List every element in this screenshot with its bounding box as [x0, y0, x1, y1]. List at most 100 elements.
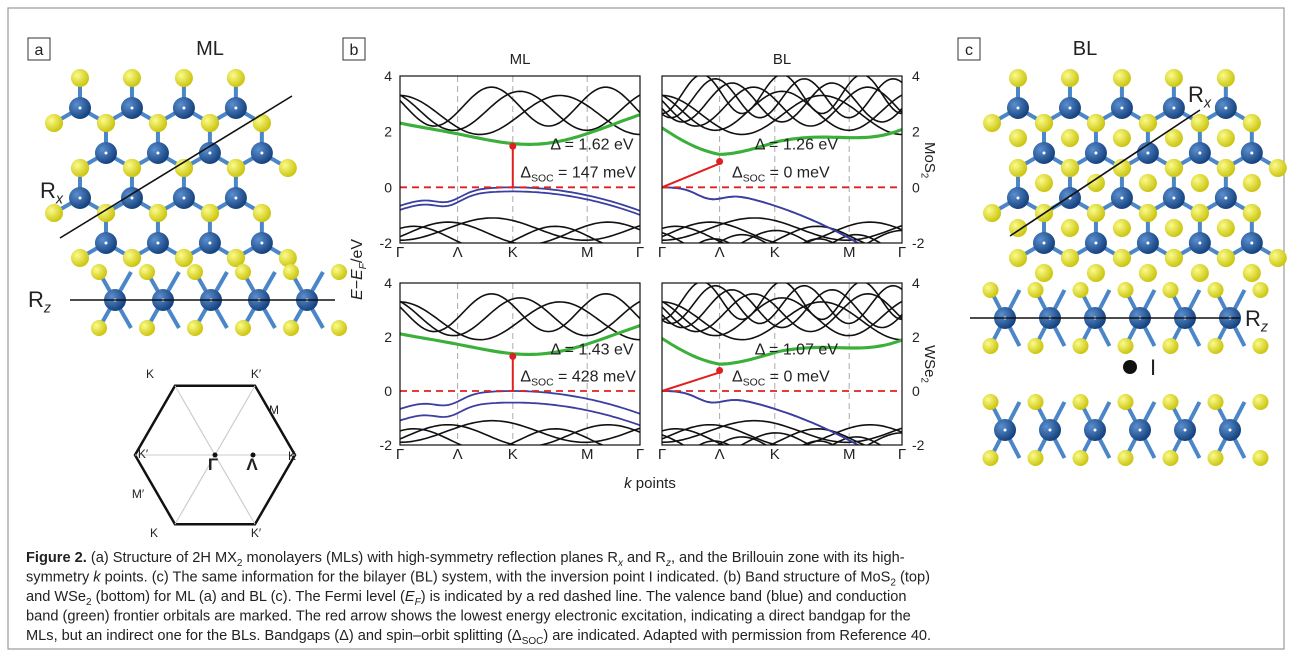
band-plot — [662, 76, 902, 243]
material-label: MoS2 — [918, 142, 938, 178]
plot-frame — [399, 75, 641, 244]
bz-label: K′ — [251, 526, 262, 540]
atom-dot — [1068, 106, 1072, 110]
atom-dot — [260, 241, 264, 245]
rz-label: Rz — [28, 287, 51, 317]
x-tick-label: Γ — [396, 244, 404, 261]
label-part: Δ — [732, 164, 743, 181]
excitation-arrow — [661, 371, 720, 392]
x-tick-label: M — [843, 244, 856, 261]
gap-label: Δ = 1.43 eV — [550, 342, 634, 359]
chalcogen-atom — [1207, 450, 1224, 466]
chalcogen-atom — [982, 394, 999, 410]
label-sub: z — [43, 301, 51, 317]
chalcogen-atom — [1060, 249, 1079, 267]
chalcogen-atom — [1268, 159, 1287, 177]
y-tick-label: -2 — [912, 235, 925, 251]
atom-dot — [1224, 106, 1228, 110]
chalcogen-atom — [1086, 264, 1105, 282]
caption-run: k — [93, 570, 101, 586]
chalcogen-atom — [1252, 282, 1269, 298]
chalcogen-atom — [1207, 338, 1224, 354]
chalcogen-atom — [331, 264, 347, 280]
chalcogen-atom — [71, 69, 89, 87]
y-tick-label: 2 — [384, 124, 392, 140]
chalcogen-atom — [1060, 69, 1079, 87]
label-sub: x — [55, 192, 64, 208]
atom-dot — [78, 196, 82, 200]
chalcogen-atom — [982, 450, 999, 466]
bz-label: K — [288, 449, 296, 463]
band — [662, 82, 902, 123]
chalcogen-atom — [45, 114, 64, 132]
x-tick-label: K — [770, 446, 780, 463]
atom-dot — [1094, 241, 1098, 245]
soc-label: ΔSOC = 0 meV — [732, 164, 830, 184]
band — [400, 419, 640, 444]
label-part: = 428 meV — [554, 369, 637, 386]
chalcogen-atom — [148, 204, 167, 222]
chalcogen-atom — [1072, 338, 1089, 354]
chalcogen-atom — [1060, 129, 1079, 147]
band — [662, 90, 902, 132]
caption-line: Figure 2. (a) Structure of 2H MX2 monola… — [26, 550, 905, 569]
atom-dot — [208, 151, 212, 155]
panel-title: ML — [196, 38, 224, 60]
chalcogen-atom — [1072, 394, 1089, 410]
band — [697, 237, 836, 243]
y-tick-label: 2 — [912, 329, 920, 345]
chalcogen-atom — [331, 320, 347, 336]
y-tick-label: -2 — [380, 235, 393, 251]
band — [662, 301, 902, 341]
chalcogen-atom — [71, 159, 89, 177]
chalcogen-atom — [1164, 159, 1183, 177]
band — [662, 284, 902, 325]
bz-label: K′ — [138, 447, 149, 461]
chalcogen-atom — [226, 249, 245, 267]
label-part: k — [624, 475, 633, 492]
atom-dot — [156, 241, 160, 245]
lambda-point — [250, 452, 256, 458]
y-tick-label: 4 — [384, 68, 392, 84]
x-tick-label: Γ — [898, 244, 906, 261]
chalcogen-atom — [96, 204, 115, 222]
chalcogen-atom — [278, 159, 297, 177]
caption-run: ) is indicated by a red dashed line. The… — [421, 589, 907, 605]
y-tick-label: 4 — [912, 275, 920, 291]
material-label: WSe2 — [918, 345, 938, 383]
chalcogen-atom — [1072, 282, 1089, 298]
chalcogen-atom — [1034, 264, 1053, 282]
chalcogen-atom — [96, 114, 115, 132]
chalcogen-atom — [1216, 219, 1235, 237]
chalcogen-atom — [187, 264, 203, 280]
gap-label: Δ = 1.07 eV — [755, 342, 839, 359]
chalcogen-atom — [1072, 450, 1089, 466]
atom-dot — [260, 151, 264, 155]
chalcogen-atom — [1216, 69, 1235, 87]
y-tick-label: -2 — [912, 437, 925, 453]
atom-dot — [1120, 106, 1124, 110]
atom-dot — [1172, 106, 1176, 110]
chalcogen-atom — [174, 159, 193, 177]
inversion-label: I — [1150, 355, 1156, 380]
caption-run: symmetry — [26, 570, 93, 586]
column-title: BL — [773, 51, 791, 68]
band — [662, 427, 867, 445]
bz-label: K′ — [251, 367, 262, 381]
atom-dot — [1198, 151, 1202, 155]
x-tick-label: K — [770, 244, 780, 261]
arrow-head — [716, 158, 724, 166]
atom-dot — [104, 151, 108, 155]
plot-frame — [399, 282, 641, 446]
chalcogen-atom — [200, 114, 219, 132]
label-part: R — [40, 178, 56, 203]
label-sub: z — [1260, 320, 1268, 336]
atom-dot — [1094, 151, 1098, 155]
chalcogen-atom — [1164, 69, 1183, 87]
atom-dot — [1042, 151, 1046, 155]
arrow-head — [509, 142, 517, 150]
chalcogen-atom — [983, 114, 1002, 132]
atom-dot — [182, 196, 186, 200]
